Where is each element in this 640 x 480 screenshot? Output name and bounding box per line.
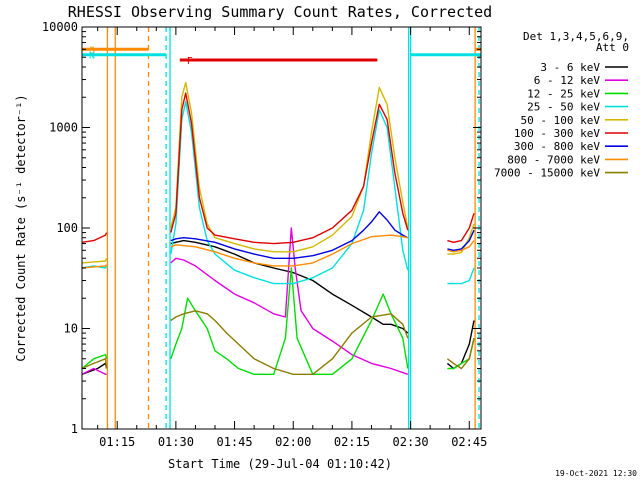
y-tick-label: 100: [56, 221, 78, 235]
series-segment-100-300-kev-5: [81, 232, 108, 243]
series-segment-25-50-kev-10: [447, 267, 475, 285]
series-line-50-100-kev: [170, 81, 409, 253]
y-tick-label: 1: [71, 422, 78, 436]
series-line-100-300-kev: [170, 92, 409, 245]
legend-title-line-1: Det 1,3,4,5,6,9,: [523, 30, 629, 43]
series-line-300-800-kev: [170, 211, 409, 259]
chart-title: RHESSI Observing Summary Count Rates, Co…: [68, 3, 492, 21]
footer-timestamp: 19-Oct-2021 12:30: [555, 469, 637, 478]
series-segment-300-800-kev-13: [447, 229, 475, 252]
legend-label-800-7000-kev: 800 - 7000 keV: [507, 153, 600, 166]
legend-label-6-12-kev: 6 - 12 keV: [534, 74, 601, 87]
x-tick-label: 01:45: [216, 435, 252, 449]
y-axis-label: Corrected Count Rate (s⁻¹ detector⁻¹): [14, 94, 28, 361]
legend-label-50-100-kev: 50 - 100 keV: [521, 114, 601, 127]
legend-label-12-25-kev: 12 - 25 keV: [527, 87, 600, 100]
series-line-7000-15000-kev: [170, 310, 409, 375]
x-tick-label: 02:30: [393, 435, 429, 449]
series-segment-800-7000-kev-6: [81, 264, 108, 269]
series-segment-12-25-kev-2: [81, 353, 108, 370]
series-line-800-7000-kev: [170, 234, 408, 267]
series-line-25-50-kev: [170, 101, 409, 285]
event-bar-label-n: N: [89, 51, 95, 62]
legend-title-line-2: Att 0: [596, 41, 629, 54]
x-tick-label: 02:00: [275, 435, 311, 449]
legend-label-100-300-kev: 100 - 300 keV: [514, 127, 600, 140]
x-tick-label: 01:30: [158, 435, 194, 449]
event-bar-label-f: F: [187, 56, 193, 67]
legend-label-3-6-kev: 3 - 6 keV: [540, 61, 600, 74]
event-bar-label-s: S: [89, 45, 95, 56]
series-segment-6-12-kev-1: [81, 367, 107, 375]
series-line-3-6-kev: [170, 239, 409, 334]
series-segment-7000-15000-kev-7: [81, 358, 108, 370]
series-line-12-25-kev: [170, 267, 409, 375]
plot-frame: [81, 26, 482, 430]
series-segment-50-100-kev-4: [81, 258, 108, 264]
x-tick-label: 02:45: [451, 435, 487, 449]
plot-area: SN F: [81, 27, 481, 429]
legend-label-7000-15000-kev: 7000 - 15000 keV: [494, 167, 600, 180]
y-tick-label: 10: [64, 322, 78, 336]
series-segment-800-7000-kev-14: [447, 240, 475, 253]
y-tick-label: 1000: [49, 121, 78, 135]
series-segment-7000-15000-kev-15: [446, 338, 475, 370]
y-tick-label: 10000: [42, 20, 78, 34]
series-segment-50-100-kev-11: [447, 223, 475, 255]
x-tick-label: 01:15: [99, 435, 135, 449]
legend-label-25-50-kev: 25 - 50 keV: [527, 101, 600, 114]
x-tick-label: 02:15: [334, 435, 370, 449]
x-axis-label: Start Time (29-Jul-04 01:10:42): [168, 457, 392, 471]
legend-label-300-800-kev: 300 - 800 keV: [514, 140, 600, 153]
series-line-6-12-kev: [170, 227, 409, 375]
series-segment-100-300-kev-12: [447, 213, 475, 244]
